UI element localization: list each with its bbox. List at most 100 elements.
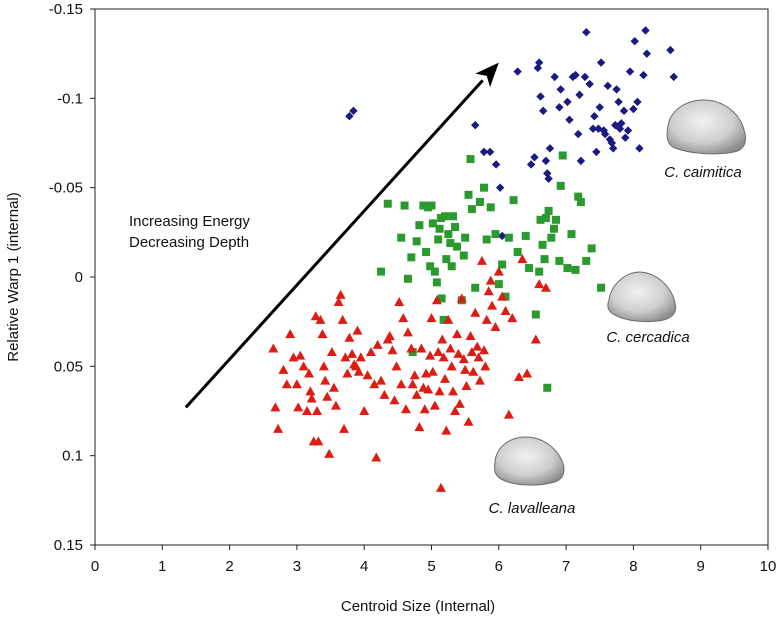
- marker-c-cercadica: [442, 255, 451, 264]
- marker-c-caimitica: [563, 97, 572, 107]
- marker-c-caimitica: [544, 174, 553, 183]
- marker-c-caimitica: [633, 97, 642, 107]
- marker-c-caimitica: [471, 120, 480, 130]
- y-tick-label: 0.1: [62, 448, 83, 465]
- marker-c-caimitica: [574, 129, 583, 139]
- marker-c-cercadica: [430, 267, 439, 276]
- marker-c-cercadica: [547, 233, 556, 242]
- marker-c-lavalleana: [391, 361, 402, 371]
- marker-c-lavalleana: [446, 361, 457, 371]
- x-tick-label: 4: [360, 558, 368, 575]
- marker-c-lavalleana: [328, 382, 339, 392]
- marker-c-lavalleana: [371, 452, 382, 462]
- marker-c-lavalleana: [485, 275, 496, 285]
- marker-c-caimitica: [555, 103, 564, 112]
- marker-c-cercadica: [397, 233, 406, 242]
- marker-c-lavalleana: [313, 436, 324, 446]
- marker-c-lavalleana: [453, 348, 464, 358]
- marker-c-cercadica: [471, 283, 480, 292]
- marker-c-lavalleana: [372, 339, 383, 349]
- marker-c-caimitica: [621, 133, 630, 142]
- marker-c-lavalleana: [500, 305, 511, 315]
- marker-c-lavalleana: [342, 368, 353, 378]
- marker-c-lavalleana: [355, 352, 366, 362]
- marker-c-caimitica: [592, 147, 601, 157]
- marker-c-caimitica: [526, 160, 536, 169]
- marker-c-caimitica: [545, 144, 555, 153]
- marker-c-lavalleana: [433, 347, 444, 357]
- marker-c-lavalleana: [426, 313, 437, 323]
- marker-c-caimitica: [568, 72, 578, 82]
- x-tick-label: 10: [760, 558, 777, 575]
- marker-c-cercadica: [432, 278, 441, 287]
- marker-c-lavalleana: [384, 330, 395, 340]
- marker-c-lavalleana: [402, 327, 413, 337]
- x-tick-label: 2: [225, 558, 233, 575]
- marker-c-cercadica: [407, 253, 416, 262]
- marker-c-lavalleana: [414, 422, 425, 432]
- marker-c-cercadica: [444, 230, 453, 239]
- marker-c-cercadica: [446, 239, 455, 248]
- marker-c-cercadica: [535, 267, 544, 276]
- marker-c-caimitica: [582, 28, 591, 37]
- marker-c-caimitica: [345, 112, 354, 121]
- marker-c-lavalleana: [450, 406, 461, 415]
- marker-c-cercadica: [552, 215, 561, 224]
- x-tick-label: 6: [495, 558, 503, 575]
- marker-c-lavalleana: [463, 416, 474, 426]
- marker-c-lavalleana: [318, 361, 329, 371]
- y-axis-title: Relative Warp 1 (internal): [5, 192, 22, 362]
- marker-c-lavalleana: [474, 375, 485, 385]
- marker-c-caimitica: [617, 119, 626, 128]
- data-markers: [268, 26, 678, 492]
- marker-c-lavalleana: [291, 379, 302, 389]
- marker-c-cercadica: [440, 212, 449, 221]
- marker-c-caimitica: [619, 106, 629, 116]
- tick-labels: 0 1 2 3 4 5 6 7 8 9 10 -0.15 -0.1 -0.05 0 0.05 0.1 0.15: [49, 1, 777, 575]
- marker-c-lavalleana: [320, 375, 331, 385]
- marker-c-lavalleana: [476, 255, 487, 265]
- marker-c-caimitica: [630, 36, 639, 46]
- marker-c-lavalleana: [437, 334, 448, 344]
- marker-c-caimitica: [642, 49, 652, 58]
- marker-c-lavalleana: [534, 279, 545, 289]
- marker-c-lavalleana: [483, 286, 494, 296]
- marker-c-cercadica: [466, 155, 475, 164]
- marker-c-caimitica: [629, 104, 638, 114]
- marker-c-cercadica: [576, 197, 585, 206]
- shell-illustration-cercadica: [607, 271, 677, 323]
- marker-c-lavalleana: [513, 372, 524, 382]
- marker-c-lavalleana: [480, 361, 491, 371]
- marker-c-caimitica: [575, 90, 584, 99]
- marker-c-caimitica: [543, 169, 552, 178]
- marker-c-lavalleana: [503, 409, 514, 419]
- marker-c-cercadica: [451, 222, 460, 231]
- marker-c-lavalleana: [439, 373, 450, 383]
- x-axis-title: Centroid Size (Internal): [341, 598, 495, 615]
- marker-c-caimitica: [595, 103, 604, 112]
- marker-c-lavalleana: [473, 352, 484, 362]
- marker-c-lavalleana: [270, 402, 281, 412]
- marker-c-lavalleana: [427, 366, 438, 376]
- marker-c-lavalleana: [344, 332, 355, 342]
- x-tick-label: 7: [562, 558, 570, 575]
- marker-c-cercadica: [574, 192, 583, 201]
- marker-c-lavalleana: [353, 366, 364, 376]
- marker-c-lavalleana: [317, 329, 328, 339]
- marker-c-caimitica: [497, 231, 507, 241]
- marker-c-lavalleana: [445, 343, 456, 353]
- marker-c-lavalleana: [472, 341, 483, 351]
- marker-c-cercadica: [482, 235, 491, 244]
- marker-c-cercadica: [543, 383, 552, 392]
- marker-c-cercadica: [479, 183, 488, 192]
- marker-c-caimitica: [635, 144, 644, 153]
- marker-c-caimitica: [666, 45, 675, 55]
- shell-illustration-caimitica: [666, 99, 747, 155]
- marker-c-cercadica: [504, 233, 513, 242]
- marker-c-caimitica: [588, 124, 598, 133]
- marker-c-lavalleana: [362, 370, 373, 380]
- marker-c-caimitica: [639, 70, 648, 80]
- marker-c-cercadica: [400, 201, 409, 210]
- marker-c-cercadica: [541, 214, 550, 223]
- marker-c-cercadica: [549, 224, 558, 233]
